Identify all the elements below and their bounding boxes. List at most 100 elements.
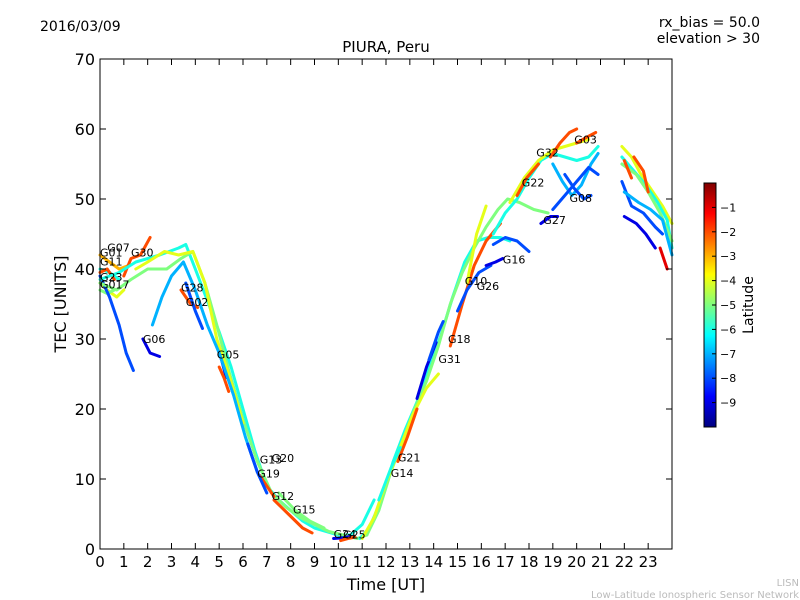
- satellite-track-gend4: [620, 180, 664, 236]
- x-tick-label: 6: [238, 553, 248, 571]
- x-tick-label: 15: [448, 553, 467, 571]
- y-tick-label: 40: [75, 260, 95, 279]
- satellite-track-g06b: [141, 337, 162, 358]
- prn-label-g017: G017: [100, 279, 130, 292]
- satellite-track-g08b: [563, 173, 593, 201]
- y-tick-label: 30: [75, 330, 95, 349]
- satellite-track-gmain1: [98, 243, 376, 537]
- prn-label-g21: G21: [398, 452, 421, 465]
- prn-label-g06: G06: [143, 333, 166, 346]
- satellite-track-g18: [448, 222, 502, 348]
- satellite-track-g24b: [339, 535, 357, 543]
- colorbar-tick-label: −3: [720, 250, 736, 263]
- prn-label-g15: G15: [293, 503, 316, 516]
- x-tick-label: 16: [472, 553, 491, 571]
- satellite-track-g28: [179, 288, 200, 309]
- satellite-track-gend8: [658, 246, 669, 271]
- colorbar-tick-label: −7: [720, 348, 736, 361]
- x-tick-label: 14: [424, 553, 443, 571]
- colorbar-tick-label: −9: [720, 397, 736, 410]
- x-tick-label: 2: [143, 553, 153, 571]
- x-tick-label: 9: [310, 553, 320, 571]
- prn-label-g11: G11: [100, 256, 123, 269]
- prn-label-g23: G23: [100, 271, 123, 284]
- prn-label-g26: G26: [477, 280, 500, 293]
- x-axis-label: Time [UT]: [346, 575, 425, 594]
- prn-label-g16: G16: [503, 253, 526, 266]
- prn-label-g08: G08: [570, 192, 593, 205]
- prn-label-g12: G12: [272, 490, 295, 503]
- satellite-track-g31b: [427, 320, 445, 362]
- colorbar-tick-label: −4: [720, 275, 736, 288]
- satellite-track-gend7: [632, 155, 650, 194]
- satellite-track-g27: [539, 215, 560, 225]
- prn-label-g30: G30: [131, 246, 154, 259]
- x-tick-label: 10: [329, 553, 348, 571]
- satellite-track-gupper1: [491, 145, 600, 236]
- prn-label-g25: G25: [343, 529, 366, 542]
- plot-date: 2016/03/09: [40, 19, 121, 35]
- x-tick-label: 5: [214, 553, 224, 571]
- x-tick-label: 18: [519, 553, 538, 571]
- y-axis-label: TEC [UNITS]: [51, 256, 70, 354]
- satellite-track-g32: [549, 127, 579, 159]
- x-tick-label: 20: [567, 553, 586, 571]
- colorbar-tick-label: −1: [720, 201, 736, 214]
- satellite-track-g14: [377, 446, 402, 502]
- satellite-track-grise2: [365, 197, 550, 537]
- x-tick-label: 1: [119, 553, 129, 571]
- x-tick-label: 17: [496, 553, 515, 571]
- satellite-track-g06: [98, 274, 135, 372]
- satellite-track-gend9: [622, 159, 633, 180]
- x-tick-label: 3: [167, 553, 177, 571]
- x-tick-label: 8: [286, 553, 296, 571]
- prn-label-g14: G14: [391, 467, 414, 480]
- y-tick-label: 20: [75, 400, 95, 419]
- colorbar-ticks: −9 −8 −7 −6 −5 −4 −3 −2 −1: [712, 201, 736, 410]
- satellite-track-g24: [332, 534, 352, 540]
- satellite-track-gmain3: [134, 250, 245, 425]
- x-tick-label: 23: [639, 553, 658, 571]
- satellite-track-g22: [515, 162, 540, 197]
- x-tick-label: 4: [191, 553, 201, 571]
- prn-label-g22: G22: [522, 176, 545, 189]
- colorbar-tick-label: −8: [720, 372, 736, 385]
- satellite-track-gcyan: [491, 236, 531, 253]
- satellite-track-gend6: [622, 215, 657, 250]
- satellite-track-gmain4: [150, 260, 259, 474]
- prn-label-g03: G03: [574, 134, 597, 147]
- prn-label-g07: G07: [107, 242, 130, 255]
- satellite-track-g16: [484, 257, 505, 267]
- satellite-track-g12: [272, 498, 314, 535]
- y-tick-label: 10: [75, 470, 95, 489]
- satellite-track-g05b: [217, 365, 231, 393]
- chart-title: PIURA, Peru: [342, 38, 429, 56]
- prn-label-g02: G02: [186, 296, 209, 309]
- prn-label-g05: G05: [217, 349, 240, 362]
- prn-label-g10: G10: [465, 275, 488, 288]
- prn-label-g32: G32: [536, 146, 559, 159]
- prn-label-g27: G27: [543, 214, 566, 227]
- prn-label-g28: G28: [181, 281, 204, 294]
- y-tick-label: 60: [75, 120, 95, 139]
- satellite-track-gend2: [620, 155, 674, 250]
- footer-brand: LISN: [777, 578, 799, 589]
- prn-label-g24: G24: [334, 528, 357, 541]
- satellite-track-g07: [98, 253, 131, 271]
- satellite-track-g27b: [551, 166, 600, 211]
- x-tick-label: 13: [400, 553, 419, 571]
- satellite-track-gend5: [622, 190, 674, 257]
- y-tick-label: 0: [85, 540, 95, 559]
- prn-label-g20: G20: [272, 452, 295, 465]
- series-layer: [98, 127, 674, 543]
- colorbar-tick-label: −2: [720, 226, 736, 239]
- y-tick-label: 70: [75, 50, 95, 69]
- satellite-track-g18b: [465, 204, 488, 285]
- prn-label-g01: G01: [100, 246, 123, 259]
- x-tick-label: 19: [543, 553, 562, 571]
- satellite-track-g13: [246, 442, 269, 495]
- satellite-track-g15: [277, 491, 326, 530]
- x-tick-label: 7: [262, 553, 272, 571]
